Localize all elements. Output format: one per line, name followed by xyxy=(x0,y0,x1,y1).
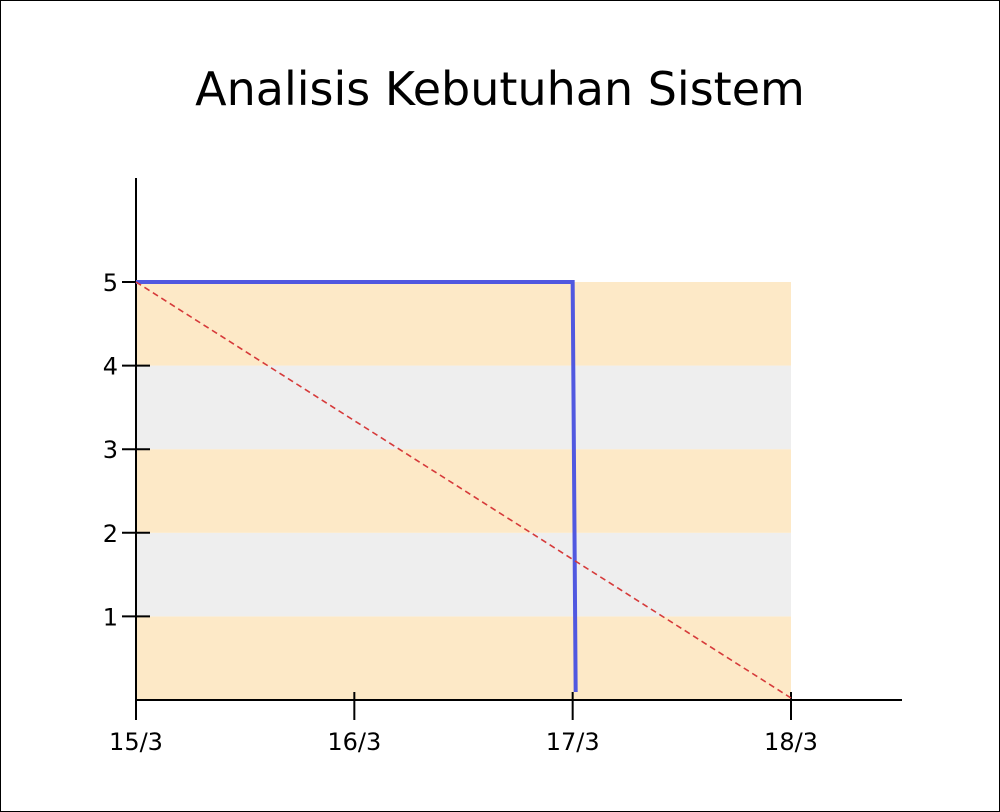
x-tick-label: 16/3 xyxy=(327,728,381,756)
y-tick-label: 5 xyxy=(103,269,118,297)
y-tick-label: 1 xyxy=(103,603,118,631)
actual-line xyxy=(136,280,578,693)
y-tick-label: 2 xyxy=(103,520,118,548)
background-band xyxy=(136,532,791,617)
background-band xyxy=(136,616,791,700)
y-tick-label: 4 xyxy=(103,353,118,381)
x-tick-label: 17/3 xyxy=(546,728,600,756)
tick-labels: 1 2 3 4 5 15/3 16/3 17/3 18/3 xyxy=(103,269,818,756)
x-tick-label: 15/3 xyxy=(109,728,163,756)
x-tick-label: 18/3 xyxy=(764,728,818,756)
y-tick-label: 3 xyxy=(103,436,118,464)
chart-title: Analisis Kebutuhan Sistem xyxy=(195,62,805,116)
series-layer xyxy=(135,280,792,699)
background-band xyxy=(136,282,791,366)
background-band xyxy=(136,449,791,533)
background-bands xyxy=(136,282,791,700)
background-band xyxy=(136,365,791,450)
